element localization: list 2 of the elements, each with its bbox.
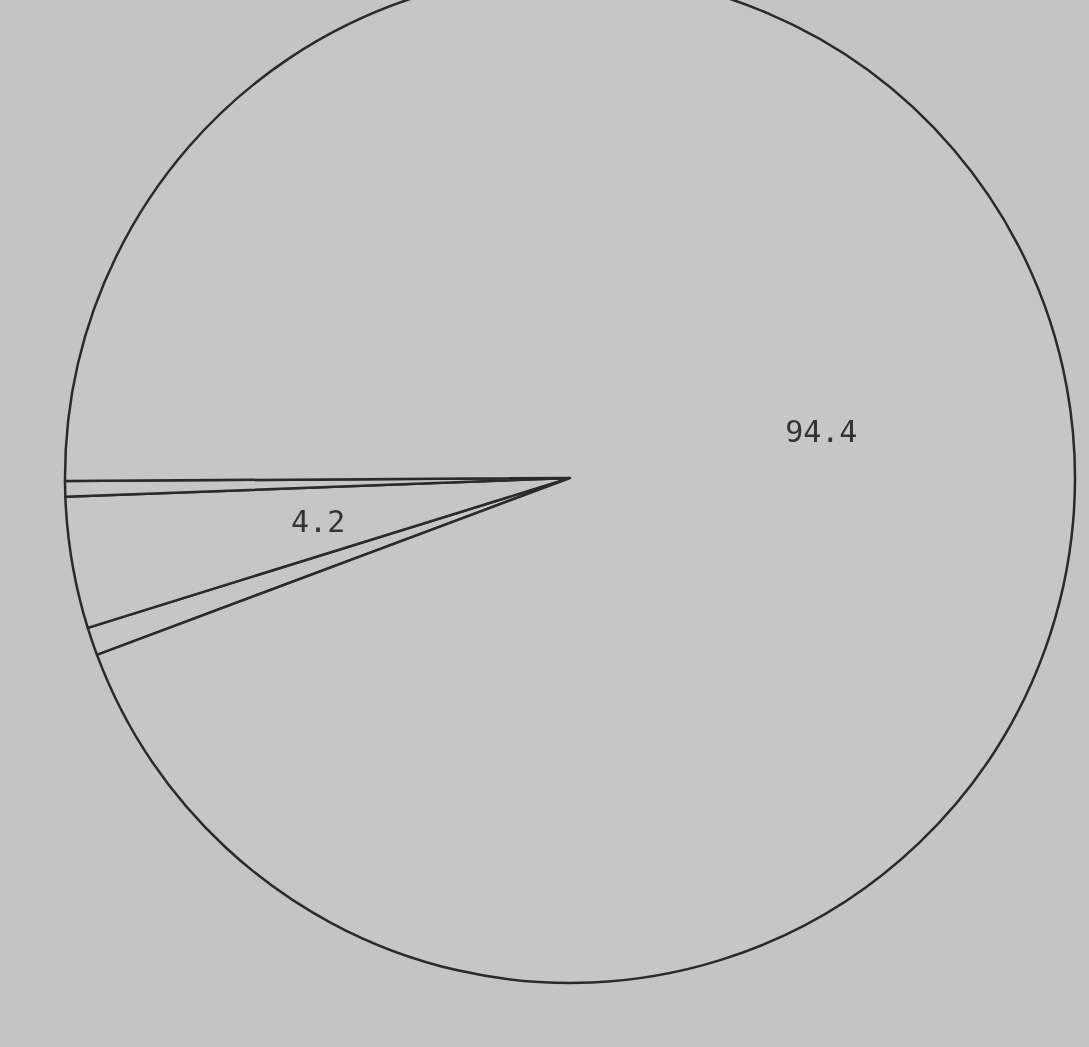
data-label: 94.4	[785, 414, 858, 450]
data-label: 4.2	[291, 503, 346, 539]
